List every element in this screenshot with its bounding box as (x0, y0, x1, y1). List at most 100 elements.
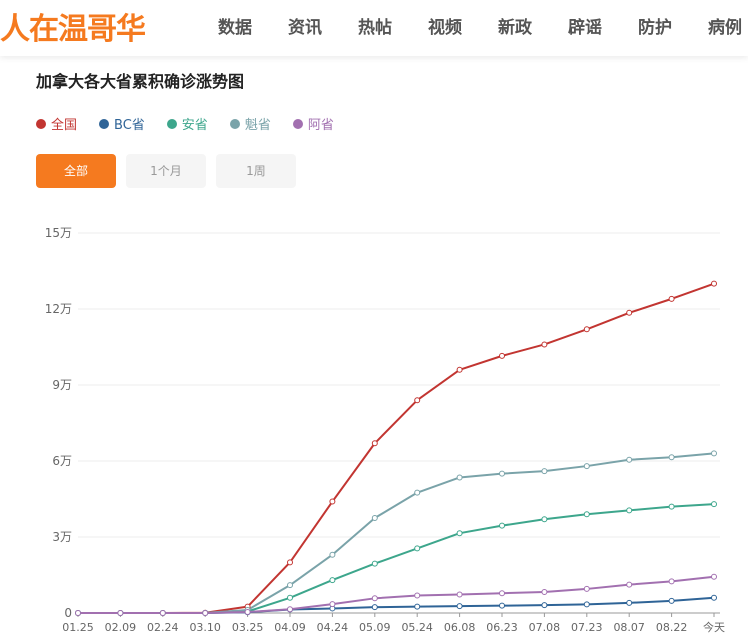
series-point-0 (456, 366, 463, 373)
series-point-2 (371, 560, 378, 567)
series-point-0 (668, 295, 675, 302)
x-tick-label: 06.23 (486, 621, 518, 634)
series-point-1 (668, 597, 675, 604)
series-point-3 (583, 463, 590, 470)
series-point-1 (371, 604, 378, 611)
series-point-1 (583, 601, 590, 608)
series-point-3 (711, 450, 717, 457)
series-point-0 (541, 341, 548, 348)
series-point-0 (371, 440, 378, 447)
x-tick-label: 05.09 (359, 621, 391, 634)
legend-dot-ontario (166, 118, 177, 129)
series-point-4 (117, 610, 124, 616)
legend-dot-quebec (229, 118, 240, 129)
x-tick-label: 01.25 (62, 621, 94, 634)
y-tick-label: 15万 (45, 226, 72, 240)
nav-tab-rumor-refute[interactable]: 辟谣 (568, 18, 602, 38)
legend-item-national[interactable]: 全国 (36, 114, 77, 133)
nav-tab-hot-posts[interactable]: 热帖 (358, 18, 392, 38)
nav-tab-data[interactable]: 数据 (218, 18, 252, 38)
x-tick-label: 04.09 (274, 621, 306, 634)
series-point-2 (287, 594, 293, 601)
series-point-2 (541, 516, 548, 523)
nav-tab-videos[interactable]: 视频 (428, 18, 462, 38)
series-point-3 (371, 515, 378, 521)
series-point-1 (711, 594, 717, 601)
series-point-0 (711, 280, 717, 287)
legend-label-bc: BC省 (114, 118, 145, 133)
series-line-1 (78, 596, 715, 614)
series-point-4 (244, 608, 251, 615)
range-1-month-button[interactable]: 1个月 (126, 154, 206, 188)
y-tick-label: 6万 (52, 454, 72, 468)
series-point-4 (711, 573, 717, 580)
series-point-4 (75, 610, 81, 616)
series-point-2 (626, 507, 633, 514)
x-tick-label: 今天 (703, 620, 725, 634)
legend-item-quebec[interactable]: 魁省 (229, 114, 271, 133)
range-all-button[interactable]: 全部 (36, 154, 116, 188)
series-point-0 (626, 309, 633, 316)
legend-label-national: 全国 (51, 118, 78, 133)
chart-title: 加拿大各大省累积确诊涨势图 (36, 72, 245, 91)
series-point-3 (668, 454, 675, 461)
series-point-4 (159, 610, 166, 616)
legend-item-alberta[interactable]: 阿省 (292, 114, 334, 133)
series-point-4 (541, 588, 548, 595)
y-tick-label: 9万 (52, 378, 72, 392)
series-point-2 (499, 522, 505, 529)
x-tick-label: 08.07 (613, 621, 645, 634)
series-point-4 (626, 581, 633, 588)
time-range-selector: 全部 1个月 1周 (36, 154, 306, 188)
series-point-3 (499, 470, 505, 477)
legend-dot-national (36, 118, 46, 129)
series-point-2 (329, 577, 336, 584)
nav-tab-new-policy[interactable]: 新政 (498, 18, 532, 38)
site-logo[interactable]: 人在温哥华 (0, 12, 146, 47)
series-point-4 (202, 609, 209, 616)
series-line-0 (78, 282, 715, 614)
x-tick-label: 07.08 (529, 621, 561, 634)
series-point-2 (583, 511, 590, 518)
x-tick-label: 03.25 (232, 621, 264, 634)
series-point-4 (414, 592, 421, 599)
series-point-0 (329, 498, 336, 505)
series-point-3 (541, 468, 548, 475)
legend-dot-bc (99, 118, 110, 129)
range-1-week-button[interactable]: 1周 (216, 154, 296, 188)
x-tick-label: 08.22 (656, 621, 688, 634)
x-tick-label: 05.24 (401, 621, 433, 634)
x-tick-label: 02.24 (147, 621, 179, 634)
series-line-3 (78, 452, 715, 614)
x-tick-label: 04.24 (317, 621, 349, 634)
series-point-3 (329, 551, 336, 558)
nav-tab-protection[interactable]: 防护 (638, 18, 672, 38)
series-point-1 (626, 599, 633, 606)
series-point-1 (414, 603, 421, 610)
legend-item-bc[interactable]: BC省 (99, 114, 145, 133)
legend-item-ontario[interactable]: 安省 (166, 114, 208, 133)
cumulative-cases-line-chart: 0 3万 6万 9万 12万 15万 01.25 02.09 02.24 03.10 03.25 04… (45, 226, 725, 634)
y-tick-label: 3万 (52, 530, 72, 544)
x-tick-label: 06.08 (444, 621, 476, 634)
series-point-4 (371, 595, 378, 602)
nav-tab-news[interactable]: 资讯 (288, 18, 322, 38)
chart-legend: 全国 BC省 安省 魁省 阿省 (36, 114, 356, 133)
series-point-4 (456, 591, 463, 598)
series-point-3 (626, 456, 633, 463)
series-point-4 (583, 585, 590, 592)
series-point-2 (456, 530, 463, 537)
series-point-4 (668, 578, 675, 585)
x-tick-label: 07.23 (571, 621, 603, 634)
y-tick-label: 0 (64, 606, 72, 620)
series-point-1 (499, 602, 505, 609)
series-point-1 (541, 602, 548, 609)
series-point-0 (499, 352, 505, 359)
nav-tab-cases[interactable]: 病例 (708, 18, 742, 38)
series-point-0 (414, 397, 421, 404)
top-navigation-bar: 人在温哥华 数据 资讯 热帖 视频 新政 辟谣 防护 病例 (0, 0, 748, 56)
legend-label-ontario: 安省 (181, 118, 208, 133)
series-point-1 (456, 603, 463, 610)
series-point-3 (456, 474, 463, 481)
series-point-0 (287, 559, 293, 566)
